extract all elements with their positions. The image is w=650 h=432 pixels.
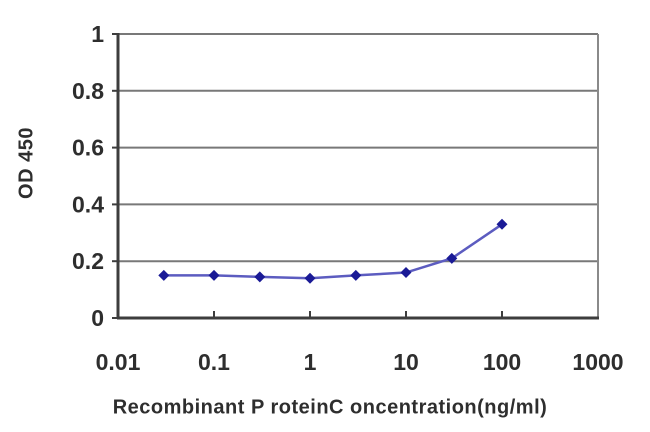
- data-point-marker: [350, 269, 362, 281]
- x-axis-title: Recombinant P roteinC oncentration(ng/ml…: [112, 396, 548, 419]
- x-tick-label: 0.01: [96, 349, 141, 375]
- y-tick-label: 0.6: [72, 135, 104, 161]
- data-point-marker: [254, 271, 266, 283]
- y-tick-label: 1: [91, 21, 104, 47]
- data-point-marker: [446, 252, 458, 264]
- y-tick-label: 0.4: [72, 191, 104, 217]
- data-point-marker: [400, 267, 412, 279]
- y-axis-title: OD 450: [15, 127, 38, 199]
- x-tick-label: 100: [483, 349, 521, 375]
- y-tick-label: 0: [91, 305, 104, 331]
- series-line: [163, 223, 503, 280]
- y-tick-label: 0.2: [72, 248, 104, 274]
- data-point-marker: [304, 272, 316, 284]
- x-tick-label: 0.1: [198, 349, 230, 375]
- x-tick-label: 1: [304, 349, 317, 375]
- y-tick-label: 0.8: [72, 78, 104, 104]
- x-tick-label: 10: [393, 349, 419, 375]
- data-point-marker: [496, 218, 508, 230]
- x-tick-label: 1000: [572, 349, 623, 375]
- data-point-marker: [208, 269, 220, 281]
- data-point-marker: [158, 269, 170, 281]
